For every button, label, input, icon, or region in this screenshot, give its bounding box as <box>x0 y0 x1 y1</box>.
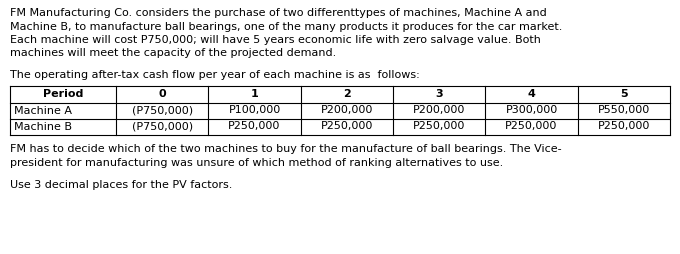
Text: president for manufacturing was unsure of which method of ranking alternatives t: president for manufacturing was unsure o… <box>10 158 503 168</box>
Text: Machine B, to manufacture ball bearings, one of the many products it produces fo: Machine B, to manufacture ball bearings,… <box>10 22 562 31</box>
Text: FM Manufacturing Co. considers the purchase of two differenttypes of machines, M: FM Manufacturing Co. considers the purch… <box>10 8 547 18</box>
Text: The operating after-tax cash flow per year of each machine is as  follows:: The operating after-tax cash flow per ye… <box>10 70 420 80</box>
Text: Use 3 decimal places for the PV factors.: Use 3 decimal places for the PV factors. <box>10 180 233 189</box>
Text: 5: 5 <box>620 89 628 99</box>
Text: P550,000: P550,000 <box>598 105 650 116</box>
Text: P200,000: P200,000 <box>413 105 465 116</box>
Text: P200,000: P200,000 <box>321 105 373 116</box>
Text: P100,000: P100,000 <box>228 105 281 116</box>
Text: 0: 0 <box>158 89 166 99</box>
Text: 2: 2 <box>343 89 351 99</box>
Text: P250,000: P250,000 <box>505 121 558 132</box>
Text: P250,000: P250,000 <box>321 121 373 132</box>
Text: 4: 4 <box>528 89 535 99</box>
Text: P250,000: P250,000 <box>413 121 465 132</box>
Text: P250,000: P250,000 <box>598 121 650 132</box>
Text: (P750,000): (P750,000) <box>132 121 192 132</box>
Text: (P750,000): (P750,000) <box>132 105 192 116</box>
Text: Machine A: Machine A <box>14 105 72 116</box>
Text: 1: 1 <box>251 89 258 99</box>
Text: P300,000: P300,000 <box>505 105 558 116</box>
Text: Machine B: Machine B <box>14 121 72 132</box>
Text: Period: Period <box>43 89 83 99</box>
Text: Each machine will cost P750,000; will have 5 years economic life with zero salva: Each machine will cost P750,000; will ha… <box>10 35 541 45</box>
Text: P250,000: P250,000 <box>228 121 281 132</box>
Text: FM has to decide which of the two machines to buy for the manufacture of ball be: FM has to decide which of the two machin… <box>10 145 562 154</box>
Text: 3: 3 <box>435 89 443 99</box>
Text: machines will meet the capacity of the projected demand.: machines will meet the capacity of the p… <box>10 49 336 58</box>
